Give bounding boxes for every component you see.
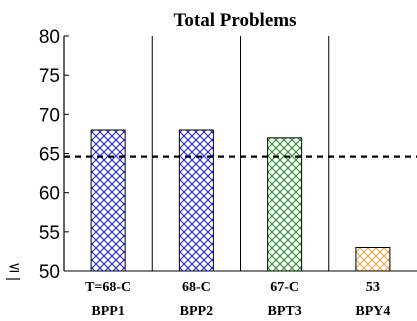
category-label: BPP1 bbox=[91, 304, 124, 319]
y-tick-label: 70 bbox=[39, 105, 60, 126]
value-labels: T=68-C 68-C 67-C 53 bbox=[85, 280, 380, 295]
y-tick-label: 65 bbox=[39, 145, 60, 166]
bar-bpp1 bbox=[90, 129, 126, 272]
y-tick-label: 60 bbox=[39, 184, 60, 205]
category-label: BPY4 bbox=[355, 304, 390, 319]
y-tick-label: 80 bbox=[39, 27, 60, 48]
value-label: 67-C bbox=[270, 280, 299, 295]
value-label: T=68-C bbox=[85, 280, 131, 295]
column-dividers bbox=[151, 36, 330, 271]
bar-bpy4 bbox=[355, 247, 391, 272]
value-label: 68-C bbox=[182, 280, 211, 295]
y-axis-label: ≤ bbox=[8, 258, 21, 276]
category-label: BPT3 bbox=[268, 304, 302, 319]
y-ticks: 50 55 60 65 70 75 80 bbox=[39, 27, 69, 283]
value-label: 53 bbox=[366, 280, 380, 295]
y-tick-label: 50 bbox=[39, 262, 60, 283]
category-labels: BPP1 BPP2 BPT3 BPY4 bbox=[91, 304, 390, 319]
bar-bpt3 bbox=[267, 137, 303, 272]
chart-title: Total Problems bbox=[174, 10, 297, 31]
bars bbox=[90, 129, 391, 272]
y-tick-label: 55 bbox=[39, 223, 60, 244]
category-label: BPP2 bbox=[180, 304, 213, 319]
y-tick-label: 75 bbox=[39, 66, 60, 87]
bar-bpp2 bbox=[178, 129, 214, 272]
